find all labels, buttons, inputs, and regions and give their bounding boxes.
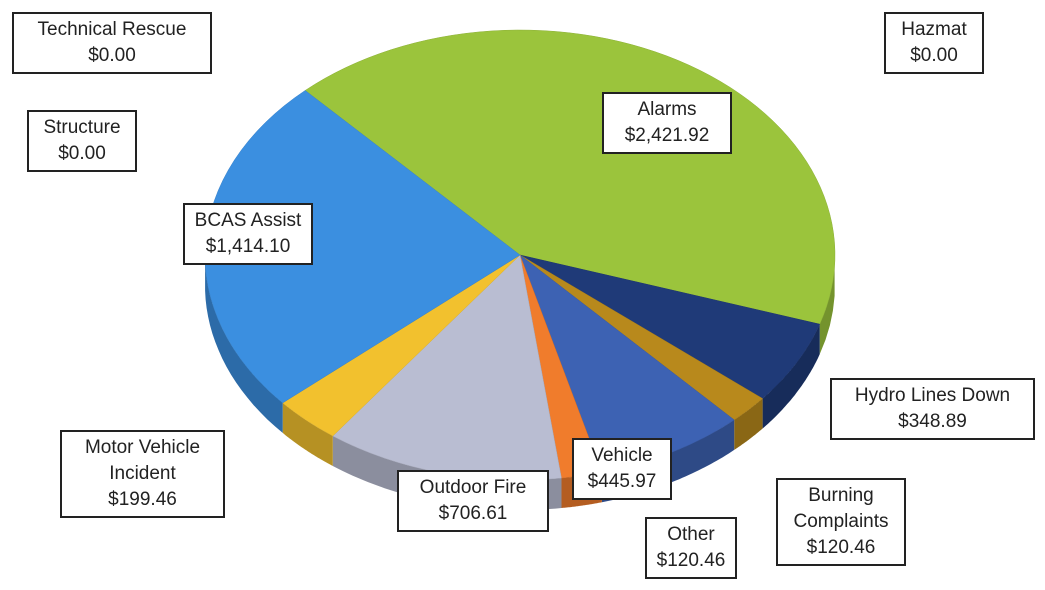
data-label: Motor Vehicle Incident $199.46 [60, 430, 225, 518]
label-name: Vehicle [591, 445, 653, 466]
label-value: $2,421.92 [624, 125, 710, 146]
label-name: Technical Rescue [37, 19, 187, 40]
label-name: Burning Complaints [793, 485, 889, 532]
label-name: BCAS Assist [194, 210, 302, 231]
data-label: Outdoor Fire $706.61 [397, 470, 549, 532]
data-label: Hazmat $0.00 [884, 12, 984, 74]
label-value: $706.61 [438, 503, 508, 524]
label-value: $348.89 [898, 411, 967, 432]
pie-slices [204, 29, 836, 481]
data-label: Technical Rescue $0.00 [12, 12, 212, 74]
pie-side [819, 266, 835, 355]
data-label: Hydro Lines Down $348.89 [830, 378, 1035, 440]
label-name: Hydro Lines Down [854, 385, 1011, 406]
label-name: Motor Vehicle Incident [84, 437, 201, 484]
label-value: $0.00 [910, 45, 958, 66]
label-name: Hazmat [901, 19, 967, 40]
data-label: Vehicle $445.97 [572, 438, 672, 500]
pie-side [282, 402, 333, 466]
label-value: $1,414.10 [205, 236, 291, 257]
data-label: Other $120.46 [645, 517, 737, 579]
data-label: Burning Complaints $120.46 [776, 478, 906, 566]
data-label: Structure $0.00 [27, 110, 137, 172]
label-name: Structure [43, 117, 121, 138]
label-name: Outdoor Fire [419, 477, 527, 498]
label-name: Other [667, 524, 715, 545]
data-label: BCAS Assist $1,414.10 [183, 203, 313, 265]
pie-side [205, 260, 283, 433]
data-label: Alarms $2,421.92 [602, 92, 732, 154]
label-name: Alarms [637, 99, 697, 120]
label-value: $0.00 [58, 143, 106, 164]
label-value: $199.46 [108, 489, 177, 510]
label-value: $0.00 [88, 45, 136, 66]
label-value: $120.46 [806, 537, 876, 558]
label-value: $445.97 [587, 471, 657, 492]
label-value: $120.46 [656, 550, 726, 571]
pie-side [734, 398, 763, 450]
pie-slice [519, 254, 821, 399]
